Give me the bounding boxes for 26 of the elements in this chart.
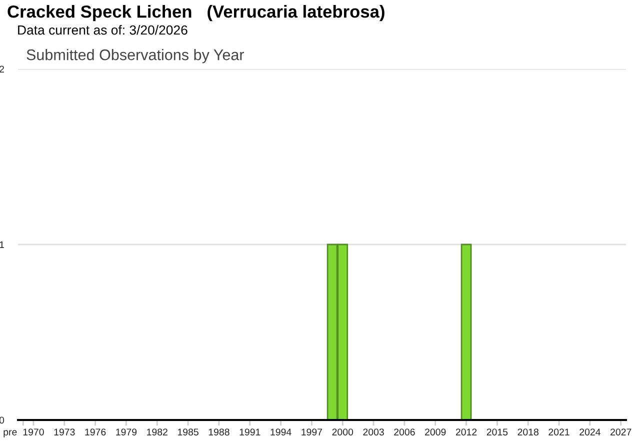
x-tick-label: 2006 (394, 428, 415, 436)
y-tick-label: 2 (0, 66, 4, 73)
chart-subtitle: Data current as of: 3/20/2026 (18, 25, 188, 35)
x-tick-label: 1997 (302, 428, 322, 436)
x-tick-label: 1970 (23, 428, 44, 436)
x-tick-label: 1994 (270, 428, 292, 436)
x-tick-label: 2024 (580, 428, 600, 436)
x-tick-label: 2021 (548, 428, 570, 436)
x-tick-label: 1973 (54, 428, 75, 436)
x-tick-label: 1991 (240, 428, 260, 436)
y-tick-label: 1 (0, 241, 4, 248)
text: Submitted Observations by Year (26, 49, 244, 64)
x-tick-label: 2000 (332, 428, 354, 436)
x-tick-label: 2027 (610, 428, 632, 436)
x-tick-label: pre (4, 430, 17, 438)
x-tick-label: 2012 (456, 428, 477, 436)
x-tick-label: 1985 (178, 428, 198, 436)
x-tick-label: 1976 (85, 428, 106, 436)
x-tick-label: 2018 (518, 428, 538, 436)
x-tick-label: 2009 (425, 428, 446, 436)
chart-title: Cracked Speck Lichen (Verrucaria latebrosa) (8, 5, 384, 22)
x-tick-label: 1979 (116, 428, 137, 436)
x-tick-label: 2003 (363, 428, 384, 436)
x-tick-label: 2015 (486, 428, 508, 436)
x-tick-label: 1982 (147, 428, 168, 436)
x-tick-label: 1988 (208, 428, 230, 436)
